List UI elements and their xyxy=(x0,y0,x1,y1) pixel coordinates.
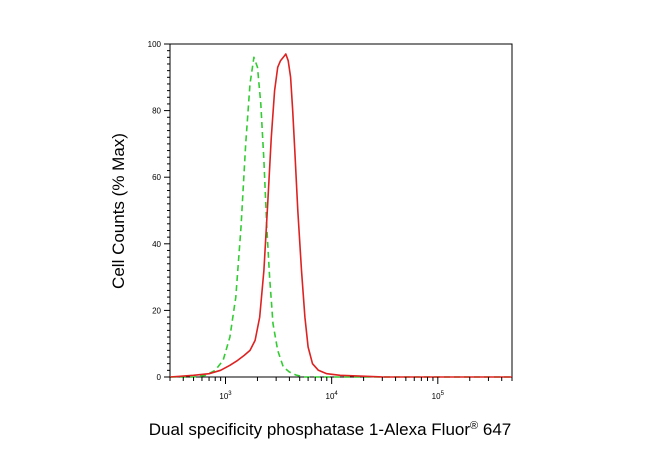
x-axis: 103 104 105 xyxy=(169,377,513,401)
series-solid-red-line xyxy=(169,53,512,378)
y-axis: 0 20 40 60 80 100 xyxy=(148,40,170,382)
x-axis-title-registered-mark: ® xyxy=(470,420,478,432)
y-tick-label: 80 xyxy=(152,107,161,116)
x-axis-title: Dual specificity phosphatase 1-Alexa Flu… xyxy=(149,420,511,439)
series-layer xyxy=(169,53,512,378)
plot-border xyxy=(169,43,513,378)
x-tick-label: 104 xyxy=(326,391,339,401)
plot-area xyxy=(169,43,513,378)
y-tick-label: 100 xyxy=(148,40,162,49)
y-axis-title: Cell Counts (% Max) xyxy=(109,133,128,289)
x-axis-title-suffix: 647 xyxy=(478,420,511,439)
x-tick-label: 105 xyxy=(432,391,445,401)
y-tick-label: 40 xyxy=(152,240,161,249)
y-tick-label: 20 xyxy=(152,306,161,315)
y-tick-label: 60 xyxy=(152,173,161,182)
series-dashed-green-line xyxy=(170,56,512,378)
y-tick-label: 0 xyxy=(157,373,162,382)
x-axis-title-main: Dual specificity phosphatase 1-Alexa Flu… xyxy=(149,420,471,439)
x-tick-label: 103 xyxy=(219,391,232,401)
